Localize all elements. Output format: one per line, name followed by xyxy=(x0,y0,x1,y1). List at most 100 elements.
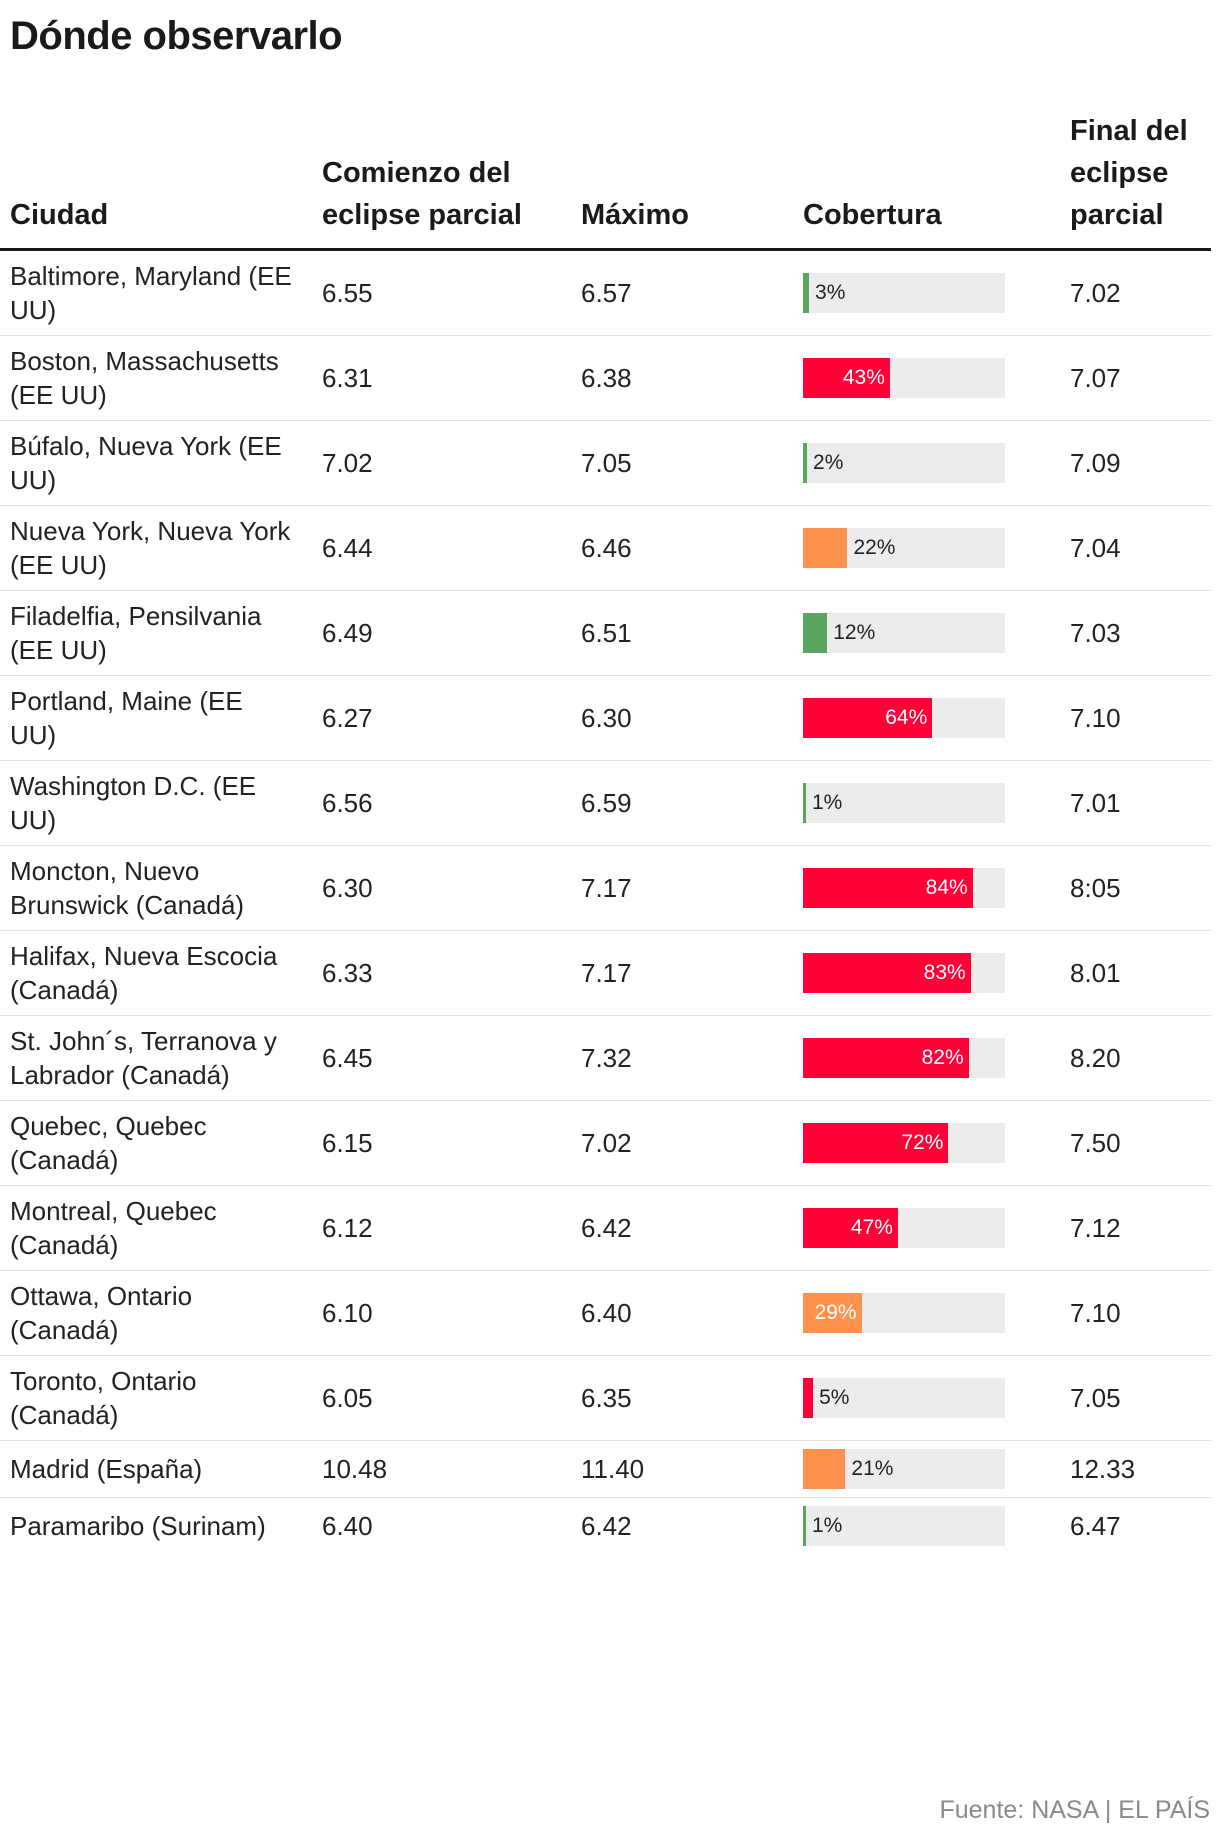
end-cell: 12.33 xyxy=(1060,1440,1211,1498)
start-cell: 6.44 xyxy=(312,505,571,591)
coverage-label: 64% xyxy=(885,706,928,729)
end-cell: 7.01 xyxy=(1060,760,1211,846)
coverage-bar xyxy=(803,273,810,313)
coverage-track: 21% xyxy=(803,1449,1005,1489)
city-cell: Ottawa, Ontario (Canadá) xyxy=(0,1270,312,1356)
end-cell: 8:05 xyxy=(1060,845,1211,931)
city-cell: Montreal, Quebec (Canadá) xyxy=(0,1185,312,1271)
coverage-label: 21% xyxy=(851,1457,894,1480)
coverage-track: 12% xyxy=(803,613,1005,653)
start-cell: 6.45 xyxy=(312,1015,571,1101)
city-cell: Washington D.C. (EE UU) xyxy=(0,760,312,846)
city-cell: Boston, Massachusetts (EE UU) xyxy=(0,335,312,421)
coverage-bar xyxy=(803,783,806,823)
coverage-track: 5% xyxy=(803,1378,1005,1418)
start-cell: 6.55 xyxy=(312,249,571,336)
max-cell: 7.17 xyxy=(571,845,793,931)
coverage-label: 72% xyxy=(901,1131,944,1154)
end-cell: 6.47 xyxy=(1070,1511,1121,1541)
city-cell: Quebec, Quebec (Canadá) xyxy=(0,1100,312,1186)
coverage-track: 43% xyxy=(803,358,1005,398)
coverage-track: 3% xyxy=(803,273,1005,313)
coverage-track: 47% xyxy=(803,1208,1005,1248)
coverage-bar xyxy=(803,1038,969,1078)
start-cell: 6.30 xyxy=(312,845,571,931)
end-cell: 7.50 xyxy=(1060,1100,1211,1186)
coverage-track: 2% xyxy=(803,443,1005,483)
start-cell: 7.02 xyxy=(312,420,571,506)
end-cell: 8.20 xyxy=(1060,1015,1211,1101)
end-cell: 7.03 xyxy=(1060,590,1211,676)
table-row: Montreal, Quebec (Canadá) 6.12 6.42 47% 7.12 xyxy=(0,1185,1211,1271)
coverage-label: 5% xyxy=(819,1386,850,1409)
coverage-bar xyxy=(803,1208,898,1248)
coverage-label: 3% xyxy=(815,281,846,304)
coverage-cell: 1% xyxy=(793,1498,1060,1555)
table-row: Nueva York, Nueva York (EE UU) 6.44 6.46 22… xyxy=(0,505,1211,591)
coverage-bar xyxy=(803,1293,862,1333)
start-cell: 6.31 xyxy=(312,335,571,421)
start-cell: 6.15 xyxy=(312,1100,571,1186)
end-cell: 7.10 xyxy=(1060,1270,1211,1356)
table-row: Baltimore, Maryland (EE UU) 6.55 6.57 3% 7.0… xyxy=(0,249,1211,336)
table-row: Washington D.C. (EE UU) 6.56 6.59 1% 7.01 xyxy=(0,760,1211,846)
header-end: Final del eclipse parcial xyxy=(1060,110,1211,251)
city-cell: Filadelfia, Pensilvania (EE UU) xyxy=(0,590,312,676)
table-row: Boston, Massachusetts (EE UU) 6.31 6.38 43%… xyxy=(0,335,1211,421)
eclipse-table: Ciudad Comienzo del eclipse parcial Máxi… xyxy=(0,110,1211,1554)
coverage-label: 2% xyxy=(813,451,844,474)
max-cell: 6.59 xyxy=(571,760,793,846)
coverage-track: 83% xyxy=(803,953,1005,993)
table-row: Madrid (España) 10.48 11.40 21% 12.33 xyxy=(0,1440,1211,1498)
coverage-cell: 12% xyxy=(793,590,1060,676)
coverage-cell: 84% xyxy=(793,845,1060,931)
coverage-track: 22% xyxy=(803,528,1005,568)
end-cell: 7.09 xyxy=(1060,420,1211,506)
end-cell: 7.05 xyxy=(1060,1355,1211,1441)
start-cell: 6.27 xyxy=(312,675,571,761)
coverage-label: 43% xyxy=(842,366,885,389)
max-cell: 6.42 xyxy=(571,1185,793,1271)
header-coverage: Cobertura xyxy=(793,110,1060,251)
coverage-bar xyxy=(803,528,848,568)
start-cell: 6.12 xyxy=(312,1185,571,1271)
coverage-cell: 83% xyxy=(793,930,1060,1016)
coverage-label: 29% xyxy=(814,1301,857,1324)
coverage-label: 22% xyxy=(853,536,896,559)
table-row: Halifax, Nueva Escocia (Canadá) 6.33 7.17 8… xyxy=(0,930,1211,1016)
city-cell: Madrid (España) xyxy=(0,1440,312,1498)
coverage-label: 83% xyxy=(923,961,966,984)
coverage-bar xyxy=(803,953,971,993)
max-cell: 6.40 xyxy=(571,1270,793,1356)
city-cell: Moncton, Nuevo Brunswick (Canadá) xyxy=(0,845,312,931)
city-cell: Nueva York, Nueva York (EE UU) xyxy=(0,505,312,591)
start-cell: 6.10 xyxy=(312,1270,571,1356)
coverage-cell: 72% xyxy=(793,1100,1060,1186)
end-cell: 7.07 xyxy=(1060,335,1211,421)
coverage-cell: 5% xyxy=(793,1355,1060,1441)
table-row: Búfalo, Nueva York (EE UU) 7.02 7.05 2% 7.09 xyxy=(0,420,1211,506)
max-cell: 11.40 xyxy=(571,1440,793,1498)
coverage-bar xyxy=(803,868,973,908)
coverage-cell: 64% xyxy=(793,675,1060,761)
end-cell: 7.04 xyxy=(1060,505,1211,591)
start-cell: 6.05 xyxy=(312,1355,571,1441)
header-city: Ciudad xyxy=(0,110,312,251)
table-row: Portland, Maine (EE UU) 6.27 6.30 64% 7.10 xyxy=(0,675,1211,761)
city-cell: Portland, Maine (EE UU) xyxy=(0,675,312,761)
start-cell: 6.33 xyxy=(312,930,571,1016)
city-cell: St. John´s, Terranova y Labrador (Canadá… xyxy=(0,1015,312,1101)
coverage-cell: 43% xyxy=(793,335,1060,421)
city-cell: Halifax, Nueva Escocia (Canadá) xyxy=(0,930,312,1016)
coverage-bar xyxy=(803,1123,949,1163)
start-cell: 6.49 xyxy=(312,590,571,676)
header-start: Comienzo del eclipse parcial xyxy=(312,110,571,251)
coverage-cell: 3% xyxy=(793,249,1060,336)
coverage-cell: 82% xyxy=(793,1015,1060,1101)
max-cell: 6.42 xyxy=(581,1511,632,1541)
header-max: Máximo xyxy=(571,110,793,251)
table-row: Filadelfia, Pensilvania (EE UU) 6.49 6.51 1… xyxy=(0,590,1211,676)
city-cell: Búfalo, Nueva York (EE UU) xyxy=(0,420,312,506)
coverage-cell: 2% xyxy=(793,420,1060,506)
